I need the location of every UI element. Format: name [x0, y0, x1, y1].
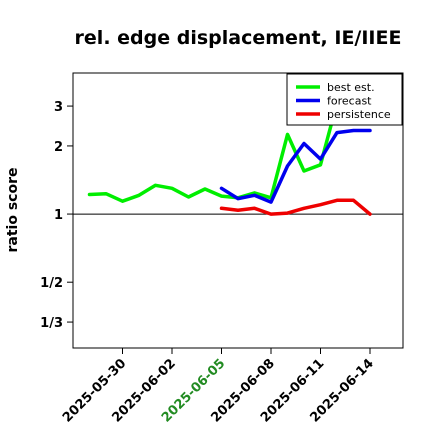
plot-frame [72, 72, 404, 349]
series-line-persistence [219, 198, 372, 216]
series-line-forecast [219, 128, 372, 204]
y-tick-label: 1/3 [40, 316, 63, 331]
chart-title: rel. edge displacement, IE/IIEE [75, 27, 402, 49]
series-line-best-est [87, 73, 353, 203]
y-tick-label: 2 [54, 140, 63, 155]
y-tick-label: 1/2 [40, 276, 63, 291]
y-tick-label: 1 [54, 208, 63, 223]
legend-label: forecast [327, 95, 372, 108]
y-axis-label: ratio score [5, 168, 21, 253]
legend-label: best est. [327, 81, 375, 94]
legend-label: persistence [327, 108, 391, 121]
y-tick-label: 3 [54, 100, 63, 115]
